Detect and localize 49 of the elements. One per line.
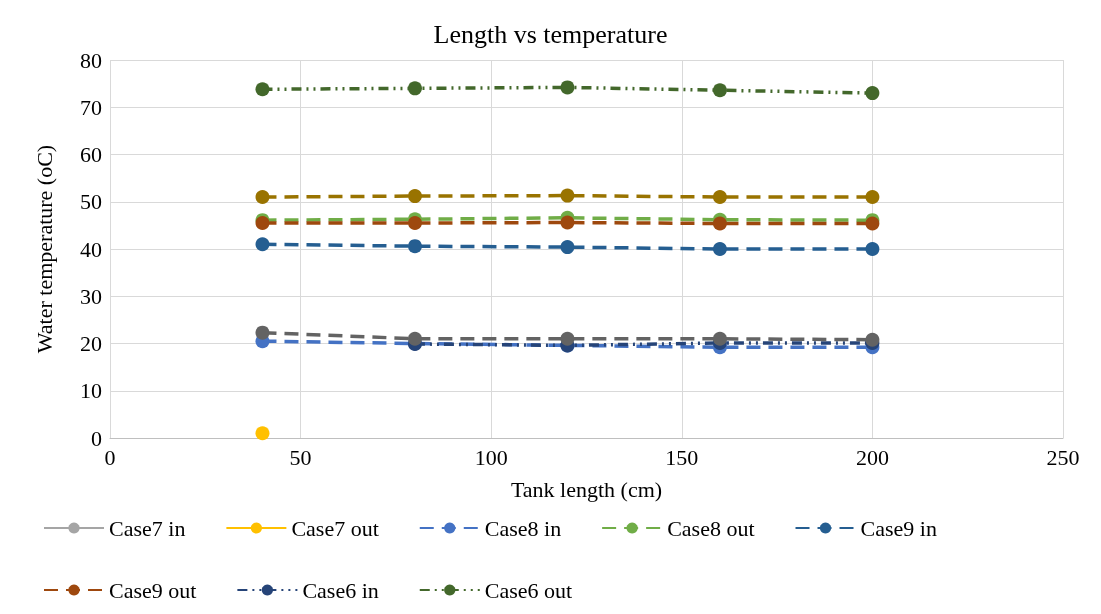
point: [407, 331, 422, 346]
point: [712, 331, 727, 346]
chart-title: Length vs temperature: [433, 19, 668, 49]
point: [407, 239, 422, 254]
x-tick-label: 250: [1046, 444, 1080, 470]
point: [712, 216, 727, 231]
point: [407, 81, 422, 96]
y-axis-title: Water temperature (oC): [31, 144, 57, 354]
legend-label: Case6 in: [302, 577, 379, 603]
point: [560, 188, 575, 203]
y-tick-label: 0: [91, 425, 102, 451]
point: [865, 242, 880, 256]
x-tick-label: 200: [855, 444, 889, 470]
y-tick-label: 50: [80, 189, 102, 215]
y-tick-label: 20: [80, 331, 102, 356]
point: [712, 190, 727, 205]
x-tick-label: 100: [474, 444, 508, 470]
x-tick-label: 150: [665, 444, 699, 470]
point: [865, 332, 880, 347]
point: [407, 216, 422, 231]
x-axis-title: Tank length (cm): [510, 476, 663, 502]
legend-label: Case7 in: [109, 515, 186, 541]
point: [255, 426, 270, 441]
y-tick-label: 80: [80, 47, 102, 73]
point: [865, 190, 880, 205]
legend-label: Case9 out: [109, 577, 197, 603]
point: [560, 80, 575, 95]
point: [407, 189, 422, 204]
point: [560, 215, 575, 230]
legend-label: Case7 out: [291, 515, 379, 541]
y-tick-label: 10: [80, 378, 102, 404]
legend-label: Case8 in: [484, 515, 562, 541]
point: [255, 237, 270, 252]
point: [712, 83, 727, 98]
y-tick-label: 60: [80, 142, 102, 167]
x-tick-label: 50: [289, 444, 312, 470]
point: [865, 86, 880, 101]
point: [560, 240, 575, 255]
point: [712, 242, 727, 256]
y-tick-label: 40: [80, 236, 102, 262]
point: [560, 331, 575, 346]
legend-label: Case6 out: [484, 577, 573, 603]
point: [255, 82, 270, 97]
point: [255, 325, 270, 340]
point: [255, 190, 270, 205]
y-tick-label: 30: [80, 283, 102, 309]
legend-label: Case9 in: [860, 515, 937, 541]
y-tick-label: 70: [80, 94, 102, 120]
legend-label: Case8 out: [667, 515, 755, 541]
